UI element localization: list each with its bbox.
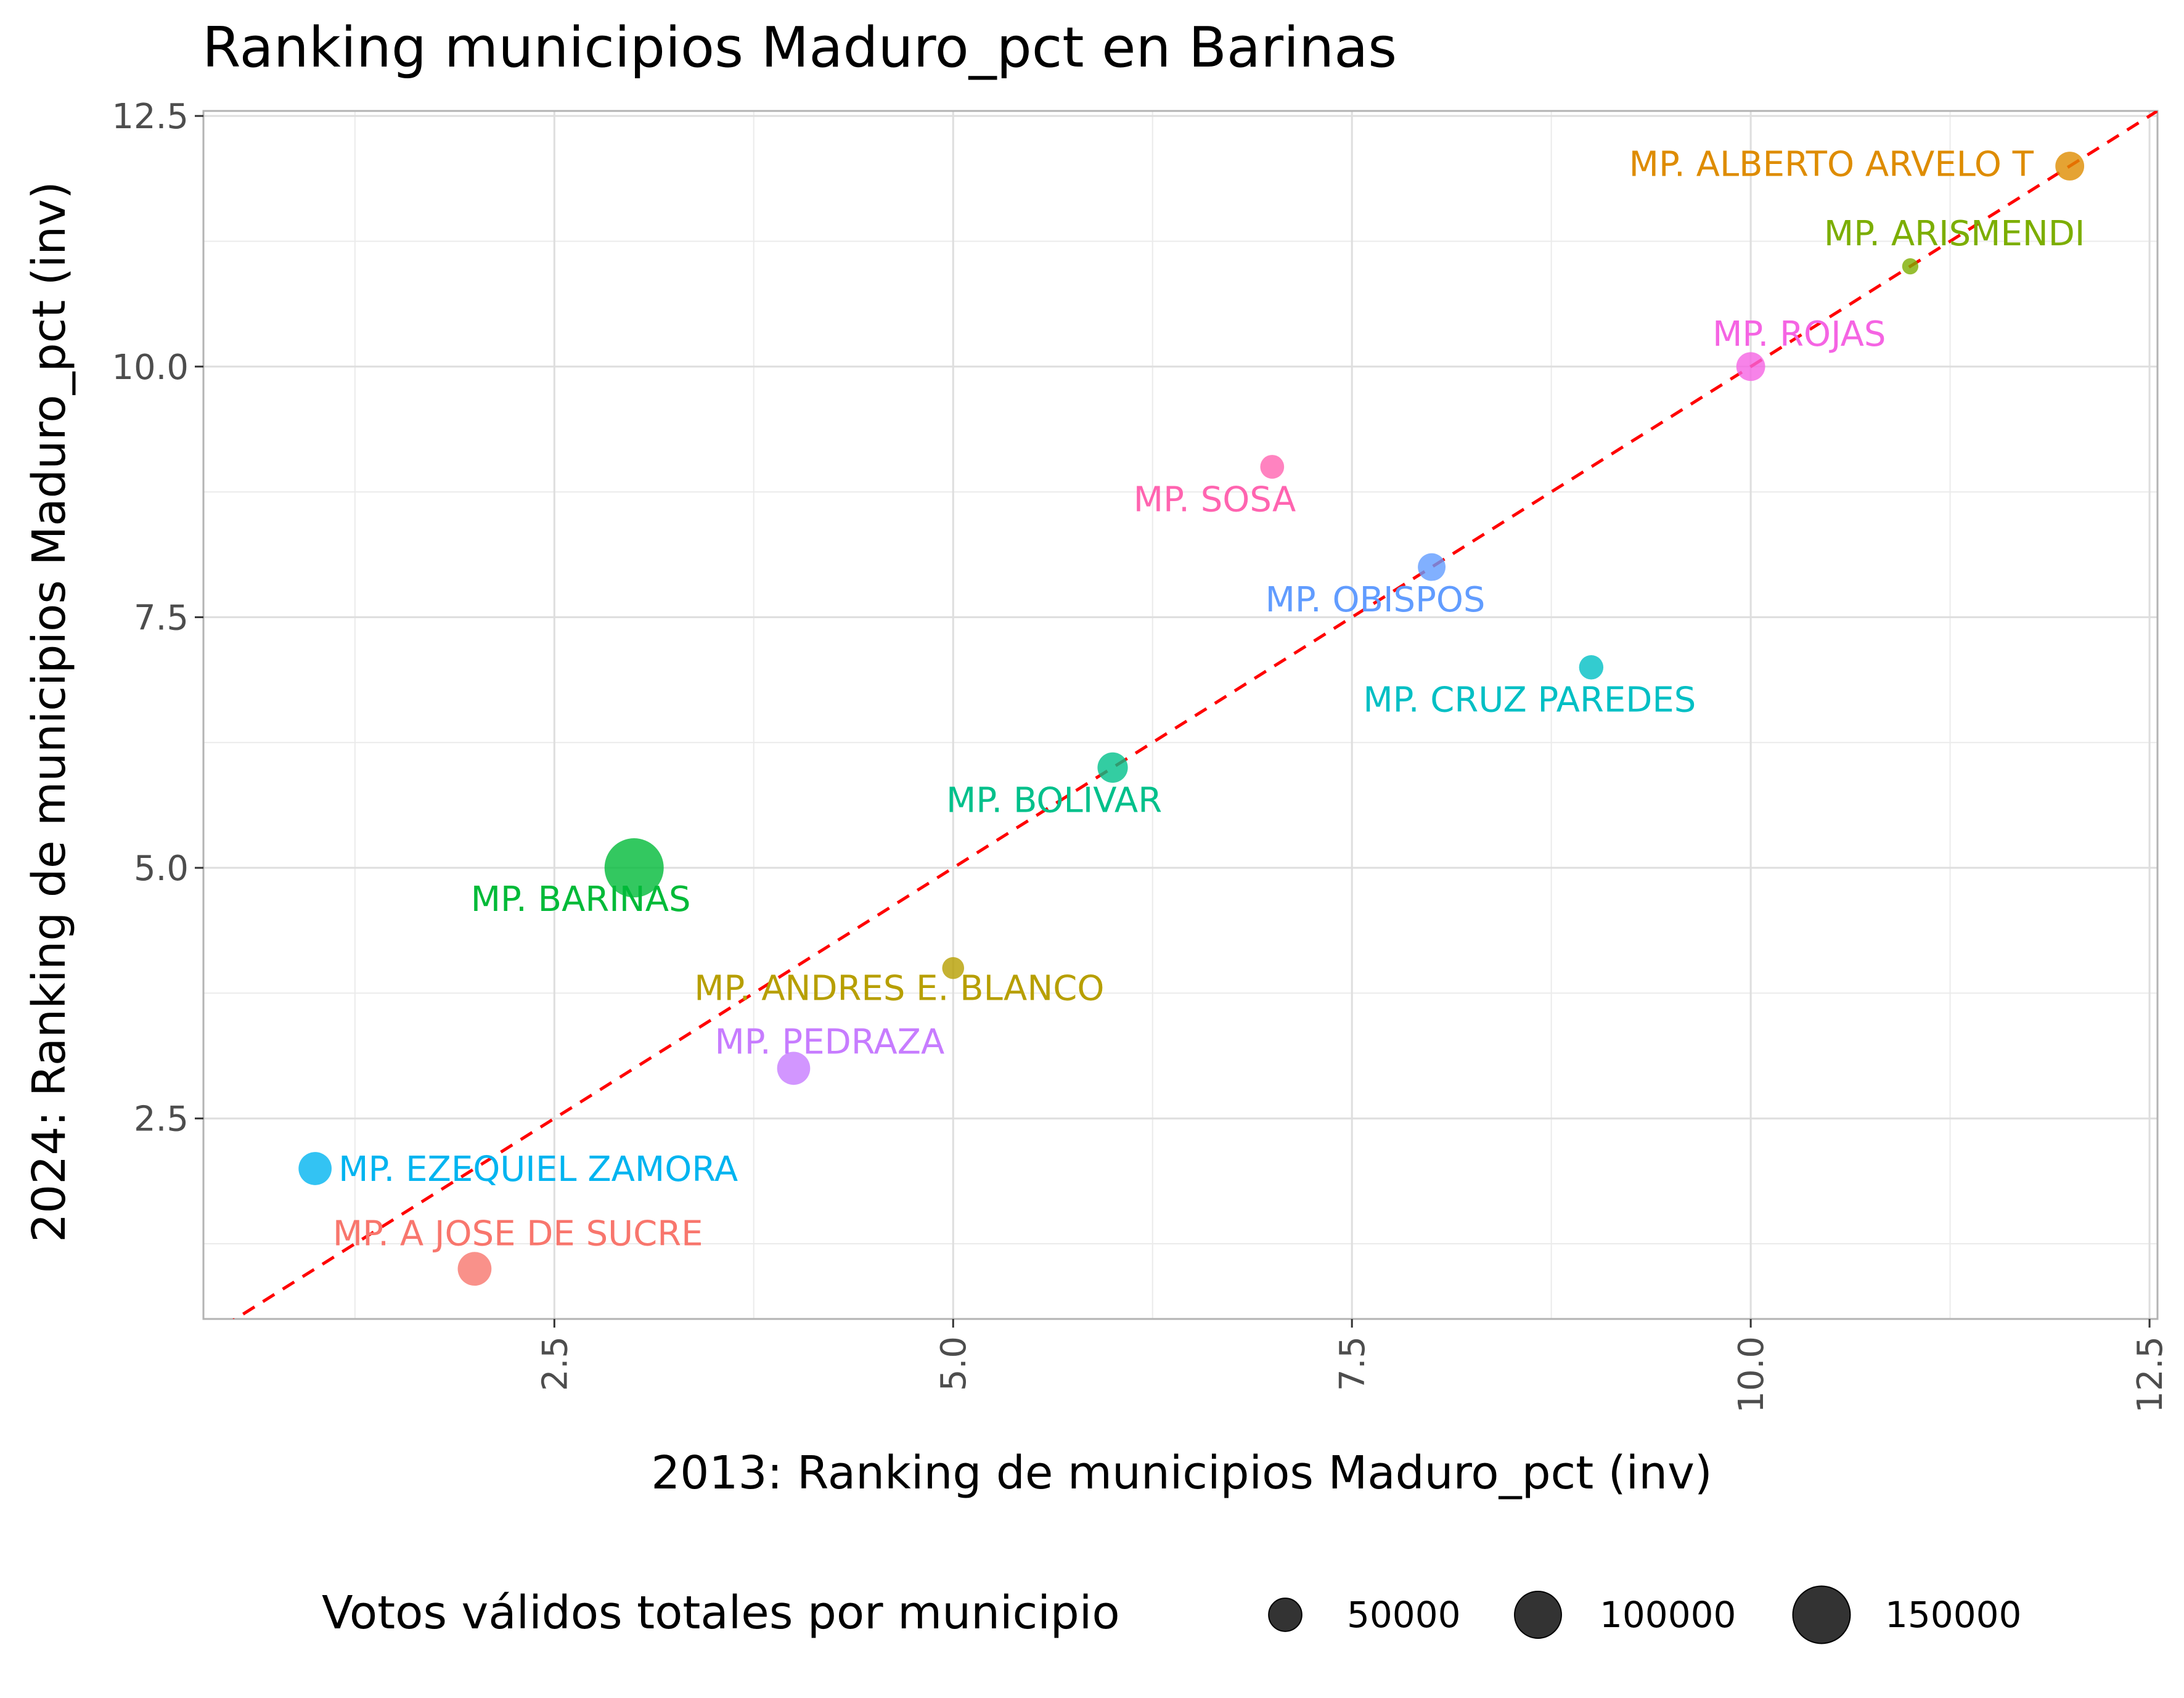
point-label: MP. SOSA: [1134, 480, 1296, 520]
x-tick-label: 10.0: [1732, 1336, 1772, 1413]
data-point: [1579, 655, 1604, 680]
chart-title: Ranking municipios Maduro_pct en Barinas: [202, 15, 1397, 80]
size-legend: Votos válidos totales por municipio 5000…: [322, 1585, 2021, 1644]
legend-key: [1792, 1585, 1851, 1644]
reference-line: [232, 111, 2157, 1319]
point-label: MP. CRUZ PAREDES: [1363, 680, 1696, 720]
panel-background: [203, 111, 2157, 1319]
point-label: MP. ROJAS: [1712, 314, 1886, 354]
y-axis-title: 2024: Ranking de municipios Maduro_pct (…: [23, 181, 76, 1243]
x-axis-title: 2013: Ranking de municipios Maduro_pct (…: [651, 1447, 1712, 1500]
y-tick-label: 2.5: [134, 1100, 189, 1140]
point-label: MP. ALBERTO ARVELO T: [1629, 144, 2034, 184]
data-point: [2055, 152, 2085, 181]
x-tick-label: 5.0: [934, 1336, 974, 1391]
point-label: MP. BOLIVAR: [946, 780, 1162, 820]
point-label: MP. PEDRAZA: [714, 1022, 944, 1062]
data-point: [942, 957, 965, 979]
data-point: [1902, 258, 1919, 275]
data-point: [457, 1252, 492, 1286]
data-point: [1418, 553, 1446, 581]
x-tick-label: 2.5: [535, 1336, 575, 1391]
data-point: [1736, 352, 1765, 382]
point-label: MP. ANDRES E. BLANCO: [694, 969, 1104, 1009]
point-label: MP. BARINAS: [471, 880, 691, 920]
data-point: [1097, 752, 1128, 783]
legend-label: 150000: [1885, 1594, 2021, 1636]
point-label: MP. A JOSE DE SUCRE: [333, 1214, 703, 1254]
x-tick-label: 12.5: [2130, 1336, 2170, 1413]
point-label: MP. OBISPOS: [1266, 580, 1486, 620]
y-tick-label: 5.0: [134, 849, 189, 889]
legend-title: Votos válidos totales por municipio: [322, 1586, 1120, 1639]
legend-key: [1268, 1598, 1303, 1632]
y-tick-label: 7.5: [134, 598, 189, 638]
plot-panel: 2.5 5.0 7.5 10.0 12.5 2.5 5.0 7.5 10.0 12.5 MP. A …: [112, 97, 2170, 1413]
data-point: [777, 1051, 811, 1085]
legend-label: 50000: [1347, 1594, 1461, 1636]
x-tick-label: 7.5: [1333, 1336, 1373, 1391]
point-label: MP. EZEQUIEL ZAMORA: [338, 1149, 738, 1190]
data-point: [604, 838, 664, 898]
legend-key: [1514, 1591, 1562, 1639]
data-point: [1260, 455, 1285, 479]
data-point: [298, 1152, 332, 1185]
y-tick-label: 10.0: [112, 348, 189, 388]
panel-border: [202, 110, 2159, 1320]
point-label: MP. ARISMENDI: [1824, 214, 2085, 254]
y-tick-label: 12.5: [112, 97, 189, 137]
legend-label: 100000: [1600, 1594, 1736, 1636]
